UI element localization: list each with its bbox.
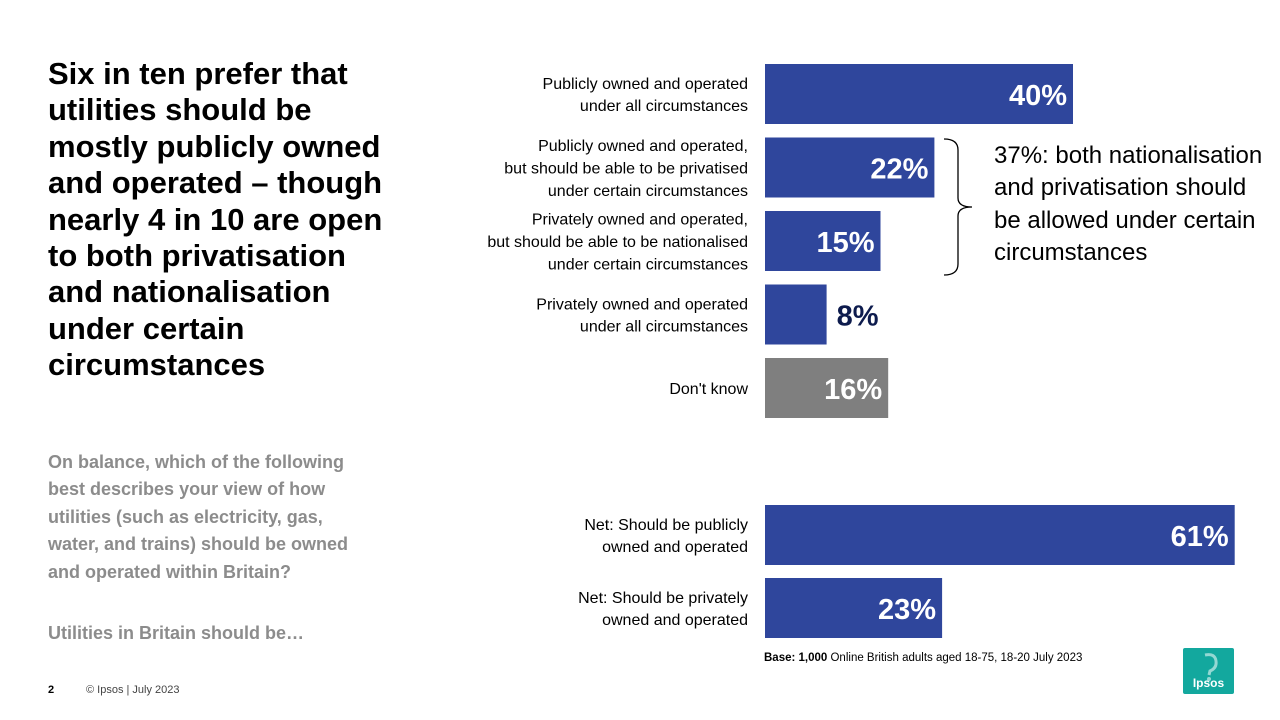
data-label: 22% [870, 154, 928, 186]
category-label: Publicly owned and operated, but should b… [504, 138, 748, 200]
category-label-line: but should be able to be nationalised [487, 234, 748, 251]
data-label: 16% [824, 374, 882, 406]
category-label-line: under all circumstances [580, 98, 748, 115]
data-label: 15% [816, 227, 874, 259]
bar [765, 358, 889, 418]
logo-text: Ipsos [1192, 676, 1225, 690]
category-label: Privately owned and operated, but should … [487, 212, 748, 274]
question-lead: Utilities in Britain should be… [48, 623, 305, 643]
data-label: 23% [878, 594, 936, 626]
bar [765, 64, 1073, 124]
bar [765, 284, 827, 345]
bar [765, 578, 943, 638]
data-label: 8% [837, 301, 879, 333]
category-label-line: Publicly owned and operated, [538, 138, 748, 155]
page-number: 2 [48, 684, 55, 696]
data-label: 40% [1009, 80, 1067, 112]
category-label: Publicly owned and operated under all cir… [543, 76, 748, 115]
headline: Six in ten prefer that utilities should … [48, 56, 383, 383]
category-label-line: under all circumstances [580, 319, 748, 336]
category-label-line: Publicly owned and operated [543, 76, 748, 93]
category-label-line: Net: Should be privately [578, 590, 748, 607]
category-label-line: owned and operated [602, 612, 748, 629]
grouping-brace [943, 138, 973, 276]
category-label-line: Don't know [669, 381, 748, 398]
category-label: Don't know [669, 381, 748, 398]
bar [765, 211, 881, 271]
category-label: Privately owned and operated under all ci… [536, 296, 748, 335]
category-label-line: under certain circumstances [548, 183, 748, 200]
category-label-line: under certain circumstances [548, 256, 748, 273]
category-label-line: owned and operated [602, 539, 748, 556]
footer-copyright: © Ipsos | July 2023 [86, 684, 180, 696]
category-label-line: Privately owned and operated [536, 296, 748, 313]
category-label: Net: Should be privately owned and operat… [578, 590, 748, 629]
logo-mark-icon [1204, 653, 1218, 681]
category-label: Net: Should be publicly owned and operate… [584, 517, 748, 556]
base-note-text: Online British adults aged 18-75, 18-20 … [827, 652, 1083, 664]
bar [765, 137, 935, 198]
base-note-bold: Base: 1,000 [764, 652, 828, 664]
data-label: 61% [1171, 521, 1229, 553]
category-label-line: Privately owned and operated, [532, 212, 748, 229]
category-label-line: Net: Should be publicly [584, 517, 748, 534]
bar [765, 505, 1235, 565]
brace-annotation: 37%: both nationalisation and privatisat… [994, 142, 1263, 267]
ipsos-logo: Ipsos [1183, 648, 1234, 694]
base-note: Base: 1,000 Online British adults aged 1… [764, 652, 1082, 664]
category-label-line: but should be able to be privatised [504, 161, 748, 178]
survey-question: On balance, which of the following best … [48, 452, 349, 582]
